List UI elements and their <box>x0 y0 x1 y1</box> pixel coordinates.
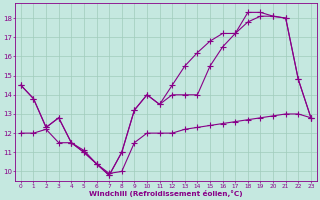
X-axis label: Windchill (Refroidissement éolien,°C): Windchill (Refroidissement éolien,°C) <box>89 190 243 197</box>
